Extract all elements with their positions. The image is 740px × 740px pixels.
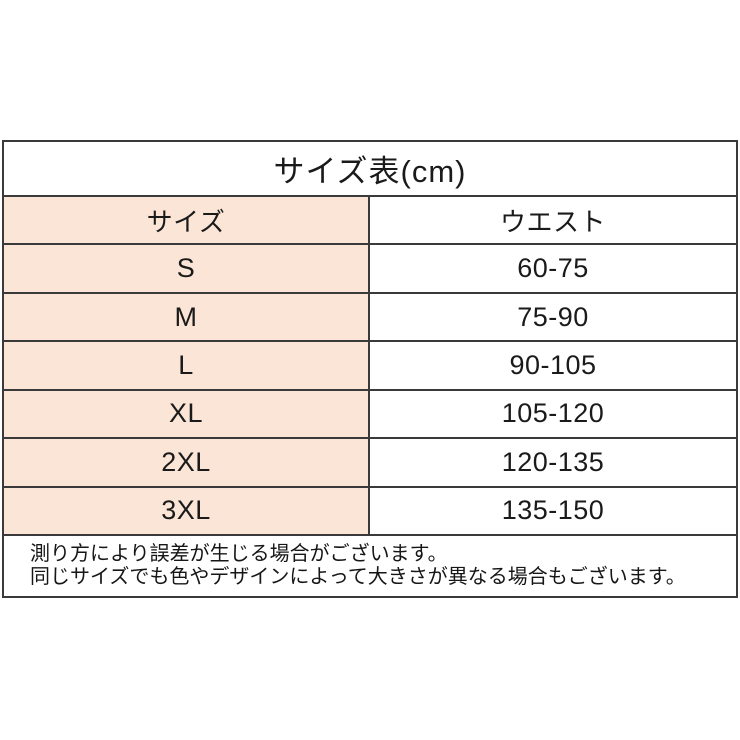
column-header-size: サイズ	[4, 197, 370, 244]
waist-cell: 90-105	[370, 342, 736, 389]
table-body: サイズ ウエスト S 60-75 M 75-90 L 90-105 XL 105…	[4, 197, 736, 536]
table-title: サイズ表(cm)	[4, 142, 736, 197]
table-row-2xl: 2XL 120-135	[4, 439, 736, 488]
waist-cell: 135-150	[370, 487, 736, 534]
table-row-s: S 60-75	[4, 245, 736, 294]
table-row-m: M 75-90	[4, 293, 736, 343]
size-cell: L	[4, 342, 370, 389]
waist-cell: 105-120	[370, 390, 736, 438]
size-cell: 2XL	[4, 439, 370, 486]
size-cell: 3XL	[4, 487, 370, 534]
column-header-waist: ウエスト	[370, 197, 736, 244]
table-footnotes: 測り方により誤差が生じる場合がございます。 同じサイズでも色やデザインによって大…	[4, 536, 736, 596]
size-cell: S	[4, 245, 370, 292]
size-cell: XL	[4, 390, 370, 438]
table-row-xl: XL 105-120	[4, 390, 736, 440]
footnote-size-variation: 同じサイズでも色やデザインによって大きさが異なる場合もございます。	[30, 566, 686, 588]
table-row-l: L 90-105	[4, 342, 736, 391]
table-header-row: サイズ ウエスト	[4, 197, 736, 246]
waist-cell: 75-90	[370, 293, 736, 341]
size-chart-table: サイズ表(cm) サイズ ウエスト S 60-75 M 75-90 L 90-1…	[2, 140, 738, 598]
table-row-3xl: 3XL 135-150	[4, 487, 736, 536]
size-cell: M	[4, 293, 370, 341]
footnote-measurement-error: 測り方により誤差が生じる場合がございます。	[30, 543, 448, 565]
waist-cell: 120-135	[370, 439, 736, 486]
waist-cell: 60-75	[370, 245, 736, 292]
